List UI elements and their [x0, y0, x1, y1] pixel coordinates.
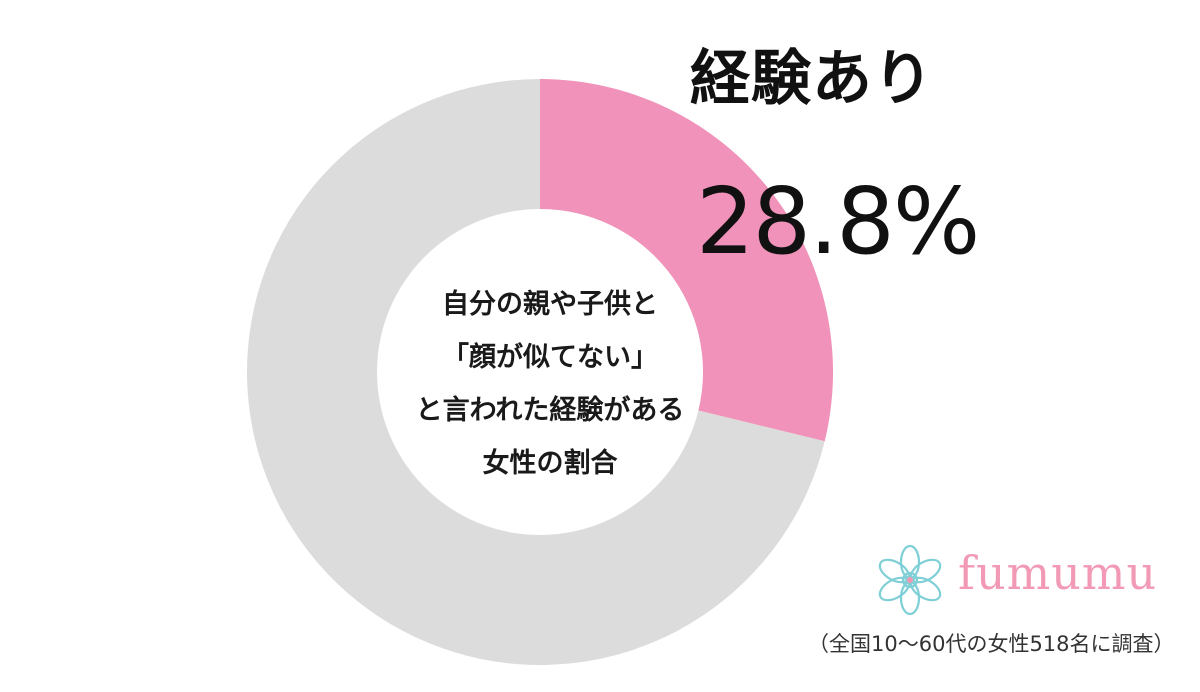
survey-footnote: （全国10～60代の女性518名に調査）: [808, 632, 1175, 656]
slice-experienced: [540, 79, 833, 442]
center-text-line-1: 自分の親や子供と: [442, 289, 658, 320]
highlight-value: 28.8%: [696, 168, 980, 275]
brand-logo: fumumu: [872, 540, 1172, 620]
center-text-line-4: 女性の割合: [482, 448, 618, 479]
chart-center-title: 自分の親や子供と 「顔が似てない」 と言われた経験がある 女性の割合: [390, 278, 710, 490]
highlight-label: 経験あり: [690, 44, 934, 114]
center-text-line-3: と言われた経験がある: [415, 395, 685, 426]
slice-remainder: [246, 79, 825, 666]
brand-name: fumumu: [958, 546, 1158, 600]
flower-logo-icon: [878, 544, 942, 616]
center-text-line-2: 「顔が似てない」: [442, 342, 658, 373]
